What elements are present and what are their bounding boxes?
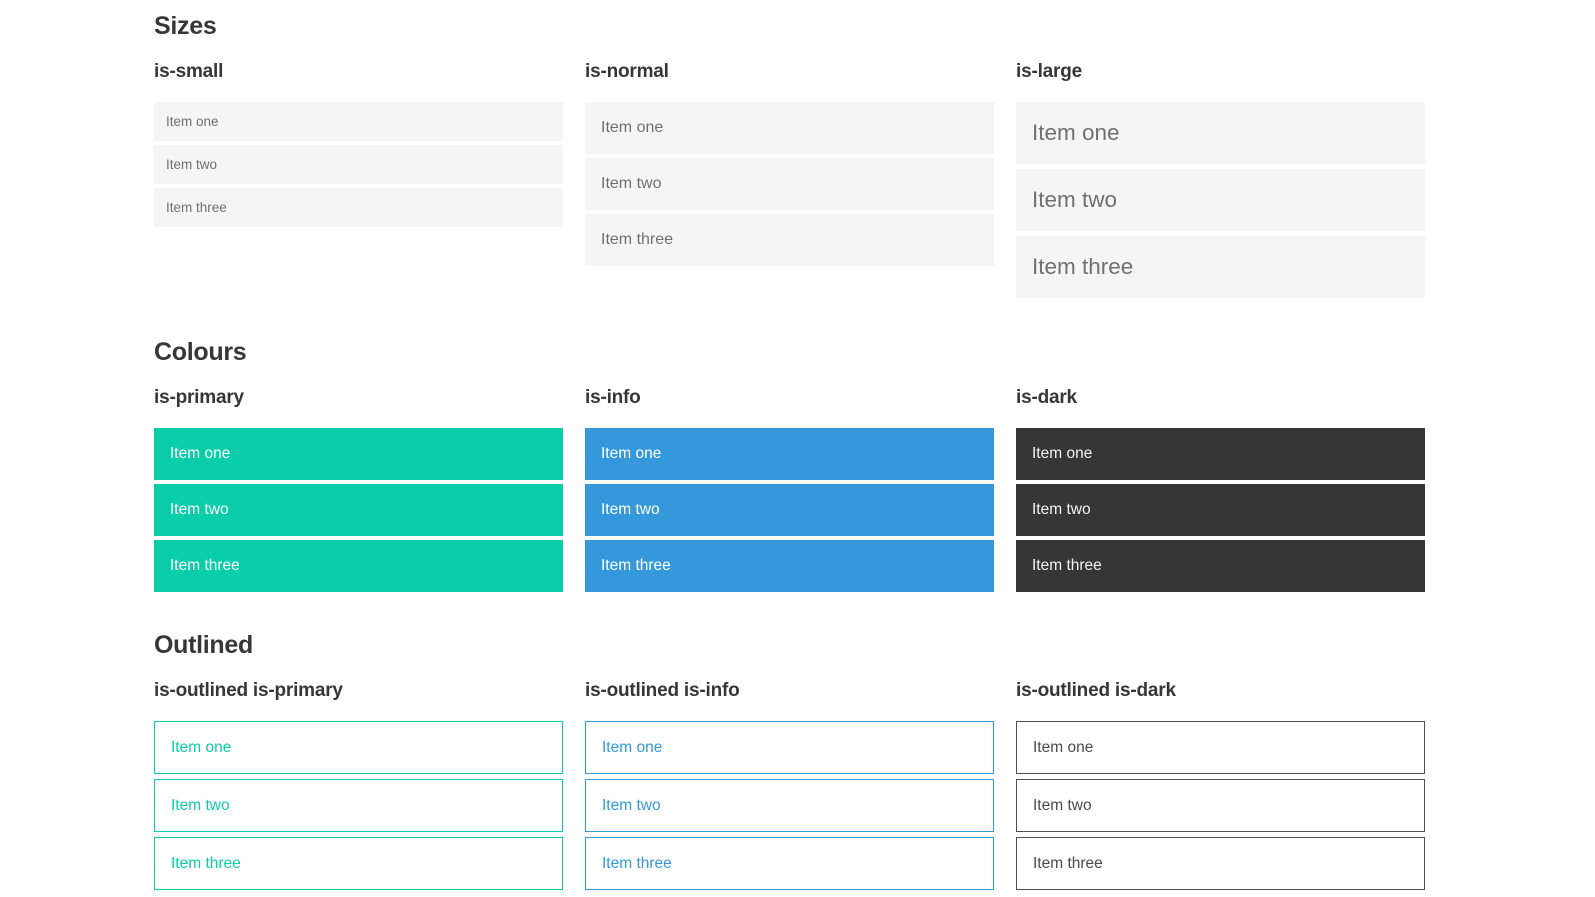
list-item: Item three (1016, 236, 1425, 298)
group-title: is-small (154, 61, 224, 82)
list-group-is-normal: is-normal Item one Item two Item three (585, 61, 994, 270)
list: Item one Item two Item three (585, 102, 994, 266)
list-item: Item one (154, 102, 563, 141)
list-item-label: Item one (601, 445, 662, 462)
section-grid: is-primary Item one Item two Item three … (154, 387, 1425, 596)
list: Item one Item two Item three (154, 428, 563, 592)
list-item: Item three (154, 540, 563, 592)
list-group-is-outlined-is-primary: is-outlined is-primary Item one Item two… (154, 680, 563, 895)
group-title: is-dark (1016, 387, 1077, 408)
group-title: is-outlined is-dark (1016, 680, 1176, 701)
section-colours: Colours is-primary Item one Item two Ite… (154, 339, 1425, 596)
section-title: Sizes (154, 12, 217, 40)
section-outlined: Outlined is-outlined is-primary Item one… (154, 632, 1425, 895)
section-title: Colours (154, 338, 247, 366)
list-item-label: Item one (1033, 738, 1094, 756)
list-item-label: Item three (601, 231, 674, 248)
list-item-label: Item one (602, 738, 663, 756)
list-item-label: Item one (1032, 445, 1093, 462)
list-group-is-outlined-is-info: is-outlined is-info Item one Item two It… (585, 680, 994, 895)
list-item: Item one (1016, 721, 1425, 774)
list-item: Item one (1016, 428, 1425, 480)
list-item: Item three (1016, 837, 1425, 890)
list-item: Item two (154, 145, 563, 184)
list-item: Item two (585, 158, 994, 210)
list-item-label: Item one (170, 445, 231, 462)
list-item: Item three (585, 837, 994, 890)
list-item-label: Item three (170, 557, 240, 574)
list: Item one Item two Item three (154, 721, 563, 890)
list-item: Item three (154, 188, 563, 227)
list-item: Item two (154, 484, 563, 536)
list-item-label: Item one (1032, 120, 1120, 145)
list-item-label: Item two (170, 501, 229, 518)
list-item: Item one (1016, 102, 1425, 164)
section-sizes: Sizes is-small Item one Item two Item th… (154, 13, 1425, 303)
list-group-is-dark: is-dark Item one Item two Item three (1016, 387, 1425, 596)
list-item-label: Item two (602, 796, 661, 814)
list-item: Item two (585, 484, 994, 536)
list: Item one Item two Item three (585, 721, 994, 890)
group-title: is-outlined is-info (585, 680, 740, 701)
list: Item one Item two Item three (585, 428, 994, 592)
section-grid: is-small Item one Item two Item three is… (154, 61, 1425, 303)
list-item-label: Item two (1033, 796, 1092, 814)
group-title: is-large (1016, 61, 1082, 82)
list-item-label: Item two (601, 501, 660, 518)
group-title: is-primary (154, 387, 244, 408)
list-item-label: Item three (166, 200, 227, 215)
list-item: Item one (154, 428, 563, 480)
list-item-label: Item three (602, 854, 672, 872)
group-title: is-info (585, 387, 641, 408)
list-item: Item three (154, 837, 563, 890)
sections-root: Sizes is-small Item one Item two Item th… (154, 13, 1425, 895)
list-item-label: Item two (601, 175, 662, 192)
list-item-label: Item three (171, 854, 241, 872)
list-item-label: Item two (171, 796, 230, 814)
list-group-is-small: is-small Item one Item two Item three (154, 61, 563, 231)
list-item: Item two (585, 779, 994, 832)
list: Item one Item two Item three (154, 102, 563, 227)
list-group-is-primary: is-primary Item one Item two Item three (154, 387, 563, 596)
list: Item one Item two Item three (1016, 102, 1425, 298)
list-item-label: Item three (1032, 254, 1134, 279)
list-item: Item two (1016, 484, 1425, 536)
list-item: Item one (585, 721, 994, 774)
list-group-is-outlined-is-dark: is-outlined is-dark Item one Item two It… (1016, 680, 1425, 895)
list: Item one Item two Item three (1016, 721, 1425, 890)
list-item-label: Item two (1032, 187, 1118, 212)
list: Item one Item two Item three (1016, 428, 1425, 592)
list-item: Item two (1016, 779, 1425, 832)
list-item-label: Item two (166, 157, 218, 172)
group-title: is-normal (585, 61, 669, 82)
list-item: Item one (585, 102, 994, 154)
list-item-label: Item three (1033, 854, 1103, 872)
list-item: Item two (1016, 169, 1425, 231)
list-item: Item three (585, 540, 994, 592)
list-item-label: Item one (171, 738, 232, 756)
list-item-label: Item one (166, 114, 219, 129)
list-item: Item three (1016, 540, 1425, 592)
list-group-is-info: is-info Item one Item two Item three (585, 387, 994, 596)
list-item-label: Item three (1032, 557, 1102, 574)
group-title: is-outlined is-primary (154, 680, 343, 701)
list-item: Item one (154, 721, 563, 774)
list-item-label: Item two (1032, 501, 1091, 518)
list-item: Item one (585, 428, 994, 480)
section-title: Outlined (154, 631, 253, 659)
section-grid: is-outlined is-primary Item one Item two… (154, 680, 1425, 895)
list-group-is-large: is-large Item one Item two Item three (1016, 61, 1425, 303)
list-item: Item two (154, 779, 563, 832)
list-item: Item three (585, 214, 994, 266)
list-item-label: Item three (601, 557, 671, 574)
list-item-label: Item one (601, 119, 664, 136)
